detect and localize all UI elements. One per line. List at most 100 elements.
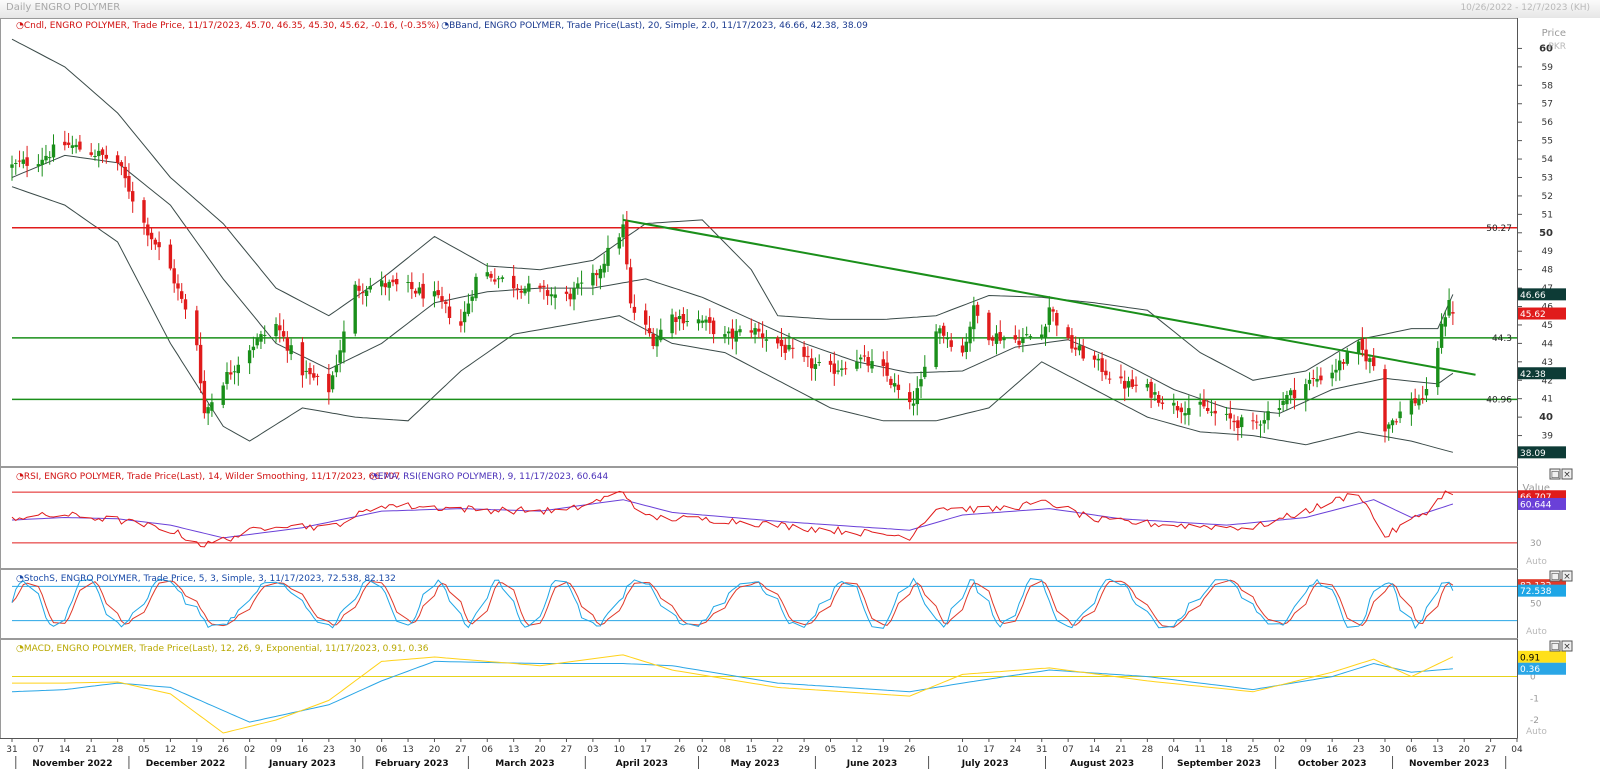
x-day-label: 26 bbox=[218, 745, 230, 755]
candle-up bbox=[968, 326, 972, 344]
candle-up bbox=[21, 159, 25, 164]
candle-up bbox=[579, 282, 584, 284]
stoch-legend: ◔StochS, ENGRO POLYMER, Trade Price, 5, … bbox=[16, 574, 396, 584]
candle-down bbox=[127, 176, 131, 192]
candle-up bbox=[670, 314, 674, 334]
price-tick-label: 53 bbox=[1542, 173, 1553, 183]
candle-up bbox=[753, 328, 757, 335]
candle-up bbox=[289, 345, 293, 355]
candle-down bbox=[832, 363, 836, 374]
candle-down bbox=[229, 372, 233, 375]
price-tick-label: 56 bbox=[1542, 118, 1554, 128]
x-day-label: 15 bbox=[746, 745, 757, 755]
stoch-auto-label: Auto bbox=[1526, 627, 1547, 637]
price-value-tag bbox=[1518, 288, 1566, 301]
x-day-label: 06 bbox=[482, 745, 494, 755]
candle-down bbox=[142, 200, 146, 223]
candle-down bbox=[749, 330, 753, 333]
candle-up bbox=[1387, 424, 1391, 429]
candle-up bbox=[527, 283, 531, 292]
rsi-maximize-button[interactable] bbox=[1549, 468, 1561, 480]
x-day-label: 02 bbox=[697, 745, 708, 755]
x-month-label: November 2023 bbox=[1409, 759, 1489, 769]
candle-up bbox=[259, 334, 263, 342]
x-day-label: 24 bbox=[1010, 745, 1022, 755]
candle-down bbox=[866, 357, 870, 366]
candle-up bbox=[462, 311, 467, 323]
x-day-label: 07 bbox=[33, 745, 44, 755]
price-tick-label: 52 bbox=[1542, 192, 1553, 202]
price-tick-label: 58 bbox=[1542, 81, 1554, 91]
candle-down bbox=[1081, 345, 1085, 359]
rsi-maximize-icon: □ bbox=[1551, 470, 1560, 480]
candle-down bbox=[176, 283, 180, 289]
candle-down bbox=[802, 346, 806, 357]
candle-down bbox=[89, 152, 93, 155]
candle-up bbox=[1443, 317, 1447, 327]
macd-close-button[interactable] bbox=[1561, 640, 1573, 652]
rsi-legend: ◔RSI, ENGRO POLYMER, Trade Price(Last), … bbox=[16, 472, 400, 482]
candle-up bbox=[855, 361, 859, 369]
rsi-close-button[interactable] bbox=[1561, 468, 1573, 480]
candle-down bbox=[512, 275, 516, 289]
candle-down bbox=[146, 224, 150, 236]
candle-down bbox=[885, 362, 889, 376]
candle-down bbox=[975, 304, 980, 316]
candle-down bbox=[440, 296, 444, 302]
macd-value-tag-text: 0.36 bbox=[1520, 665, 1540, 675]
candle-up bbox=[938, 328, 942, 334]
price-value-tag bbox=[1518, 307, 1566, 320]
candle-up bbox=[1417, 399, 1421, 406]
candle-up bbox=[1224, 413, 1229, 415]
macd-maximize-button[interactable] bbox=[1549, 640, 1561, 652]
price-tick-label: 44 bbox=[1542, 339, 1554, 349]
bband-legend: ◔BBand, ENGRO POLYMER, Trade Price(Last)… bbox=[441, 21, 868, 31]
candle-up bbox=[919, 379, 923, 387]
price-value-tag-text: 46.66 bbox=[1520, 291, 1546, 301]
x-day-label: 16 bbox=[1326, 745, 1338, 755]
support-resistance-label: 44.3 bbox=[1492, 334, 1512, 344]
stoch-maximize-button[interactable] bbox=[1549, 570, 1561, 582]
x-day-label: 16 bbox=[297, 745, 309, 755]
candle-down bbox=[1213, 410, 1217, 414]
candle-up bbox=[93, 156, 97, 157]
candle-up bbox=[723, 334, 727, 337]
x-day-label: 06 bbox=[376, 745, 388, 755]
window-title: Daily ENGRO POLYMER bbox=[6, 2, 121, 13]
candle-up bbox=[700, 320, 704, 323]
candle-up bbox=[417, 287, 422, 294]
x-day-label: 23 bbox=[323, 745, 334, 755]
x-day-label: 18 bbox=[1221, 745, 1233, 755]
candle-down bbox=[949, 340, 953, 347]
rsi-tick-label: 30 bbox=[1530, 539, 1542, 549]
candle-up bbox=[255, 338, 259, 346]
x-day-label: 27 bbox=[455, 745, 466, 755]
candle-down bbox=[843, 368, 848, 370]
candle-up bbox=[523, 288, 527, 294]
candle-down bbox=[459, 321, 463, 326]
candle-down bbox=[942, 325, 946, 336]
candle-up bbox=[617, 237, 621, 249]
candle-down bbox=[1160, 402, 1165, 404]
candle-down bbox=[1232, 420, 1236, 423]
x-day-label: 09 bbox=[1300, 745, 1312, 755]
price-tick-label: 41 bbox=[1542, 395, 1553, 405]
stock-chart[interactable]: 3940414243444546474849505152535455565758… bbox=[0, 18, 1600, 770]
price-value-tag bbox=[1518, 367, 1566, 380]
candle-down bbox=[1311, 378, 1315, 379]
x-month-label: August 2023 bbox=[1070, 759, 1134, 769]
candle-down bbox=[1202, 399, 1206, 407]
candle-down bbox=[1051, 309, 1055, 312]
x-day-label: 10 bbox=[957, 745, 969, 755]
bb-lower-line bbox=[11, 186, 1454, 453]
candle-up bbox=[274, 324, 278, 337]
candle-up bbox=[1334, 369, 1338, 373]
candle-down bbox=[1119, 376, 1123, 379]
stoch-value-tag bbox=[1518, 584, 1566, 597]
x-day-label: 31 bbox=[1036, 745, 1047, 755]
candle-down bbox=[1413, 398, 1417, 404]
candle-down bbox=[1066, 327, 1070, 339]
candle-down bbox=[674, 317, 678, 322]
stoch-close-button[interactable] bbox=[1561, 570, 1573, 582]
candle-up bbox=[97, 150, 101, 157]
